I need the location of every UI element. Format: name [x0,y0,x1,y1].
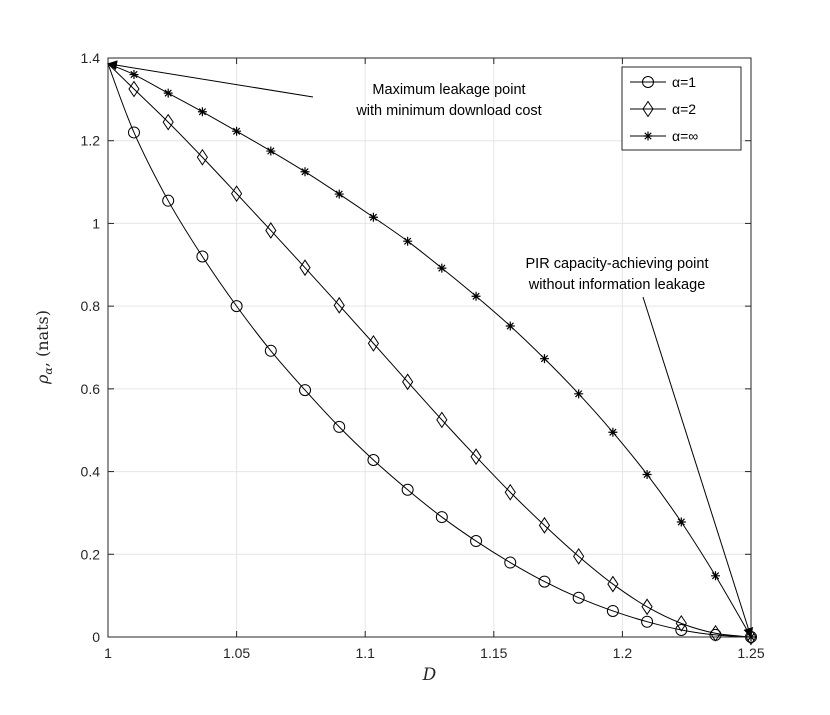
series-star [107,63,756,642]
data-point-star [711,571,721,581]
data-point-star [232,126,242,136]
y-tick-label: 1.2 [81,133,101,149]
data-point-star [197,107,207,117]
legend-marker-circle [642,76,654,88]
series-layer [107,63,757,646]
data-point-circle [127,126,140,139]
data-point-circle [264,344,277,357]
data-point-circle [401,483,414,496]
y-tick-label: 1 [92,215,100,231]
annotation-pir-capacity-line2: without information leakage [528,277,706,293]
data-point-diamond [607,575,619,593]
x-tick-label: 1.1 [355,645,375,661]
plot-background [108,58,751,637]
y-tick-label: 0.4 [81,464,101,480]
x-tick-label: 1.2 [613,645,633,661]
x-tick-label: 1.25 [737,645,764,661]
y-tick-label: 1.4 [81,50,101,66]
x-tick-label: 1 [104,645,112,661]
data-point-star [334,189,344,199]
data-point-star [368,212,378,222]
data-point-circle [606,604,619,617]
annotation-pir-capacity-line1: PIR capacity-achieving point [526,256,709,272]
y-axis-title-sub: α [42,367,55,375]
data-point-circle [572,591,585,604]
y-tick-label: 0.8 [81,298,101,314]
data-point-star [642,469,652,479]
data-point-star [608,427,618,437]
y-axis-title-unit: , (nats) [33,310,52,367]
legend-entry-diamond: α=2 [630,100,696,118]
y-axis-title-main: ρ [33,374,52,385]
legend-label: α=∞ [672,128,698,144]
data-point-star [574,389,584,399]
data-point-circle [162,194,175,207]
legend-label: α=2 [672,101,696,117]
data-point-star [505,321,515,331]
x-axis-title: D [422,665,437,685]
annotation-max-leakage: Maximum leakage point with minimum downl… [107,60,542,119]
legend-marker-diamond [642,100,654,118]
data-point-circle [641,615,654,628]
data-point-diamond [402,373,414,391]
data-point-diamond [333,296,345,314]
annotation-pir-capacity: PIR capacity-achieving point without inf… [526,256,754,638]
data-point-star [676,517,686,527]
data-point-circle [299,384,312,397]
data-point-circle [333,420,346,433]
annotation-max-leakage-line1: Maximum leakage point [372,82,525,98]
data-point-star [539,354,549,364]
data-point-diamond [675,614,687,632]
data-point-circle [675,623,688,636]
data-point-diamond [436,411,448,429]
x-tick-label: 1.05 [223,645,250,661]
data-point-diamond [504,483,516,501]
y-tick-label: 0.2 [81,546,101,562]
data-point-star [437,263,447,273]
annotation-pir-capacity-arrow [642,296,754,638]
legend-marker-star [643,131,653,141]
data-point-star [163,88,173,98]
data-point-diamond [538,516,551,534]
data-point-circle [196,250,209,263]
y-axis-title: ρα, (nats) [33,310,55,385]
data-point-diamond [299,259,311,277]
data-point-diamond [709,624,722,642]
data-point-star [471,291,481,301]
data-point-diamond [641,598,653,616]
legend-entry-circle: α=1 [630,74,696,90]
data-point-diamond [230,185,243,203]
annotation-max-leakage-line2: with minimum download cost [355,103,541,119]
annotation-max-leakage-arrow [107,60,314,98]
series-diamond [107,63,757,646]
data-point-star [300,167,310,177]
data-point-circle [230,300,243,313]
data-point-diamond [573,547,585,565]
data-point-circle [504,556,517,569]
legend-label: α=1 [672,74,696,90]
tick-labels: 1 1.05 1.1 1.15 1.2 1.25 0 0.2 0.4 0.6 0.8 1 1.2 1.4 [81,50,765,661]
data-point-star [129,70,139,80]
data-point-circle [538,575,551,588]
plot-frame [107,57,752,638]
data-point-diamond [128,80,140,98]
x-tick-label: 1.15 [480,645,507,661]
legend-entry-star: α=∞ [630,128,698,144]
y-tick-label: 0 [92,629,100,645]
data-point-diamond [470,448,482,466]
data-point-diamond [265,222,277,239]
data-point-circle [367,453,380,466]
data-point-diamond [196,148,208,166]
data-point-star [266,146,276,156]
legend: α=1 α=2 α=∞ [621,66,742,151]
y-tick-label: 0.6 [81,381,101,397]
data-point-diamond [367,334,380,352]
data-point-diamond [162,113,174,131]
data-point-star [403,236,413,246]
data-point-circle [470,535,483,548]
data-point-circle [435,511,448,524]
